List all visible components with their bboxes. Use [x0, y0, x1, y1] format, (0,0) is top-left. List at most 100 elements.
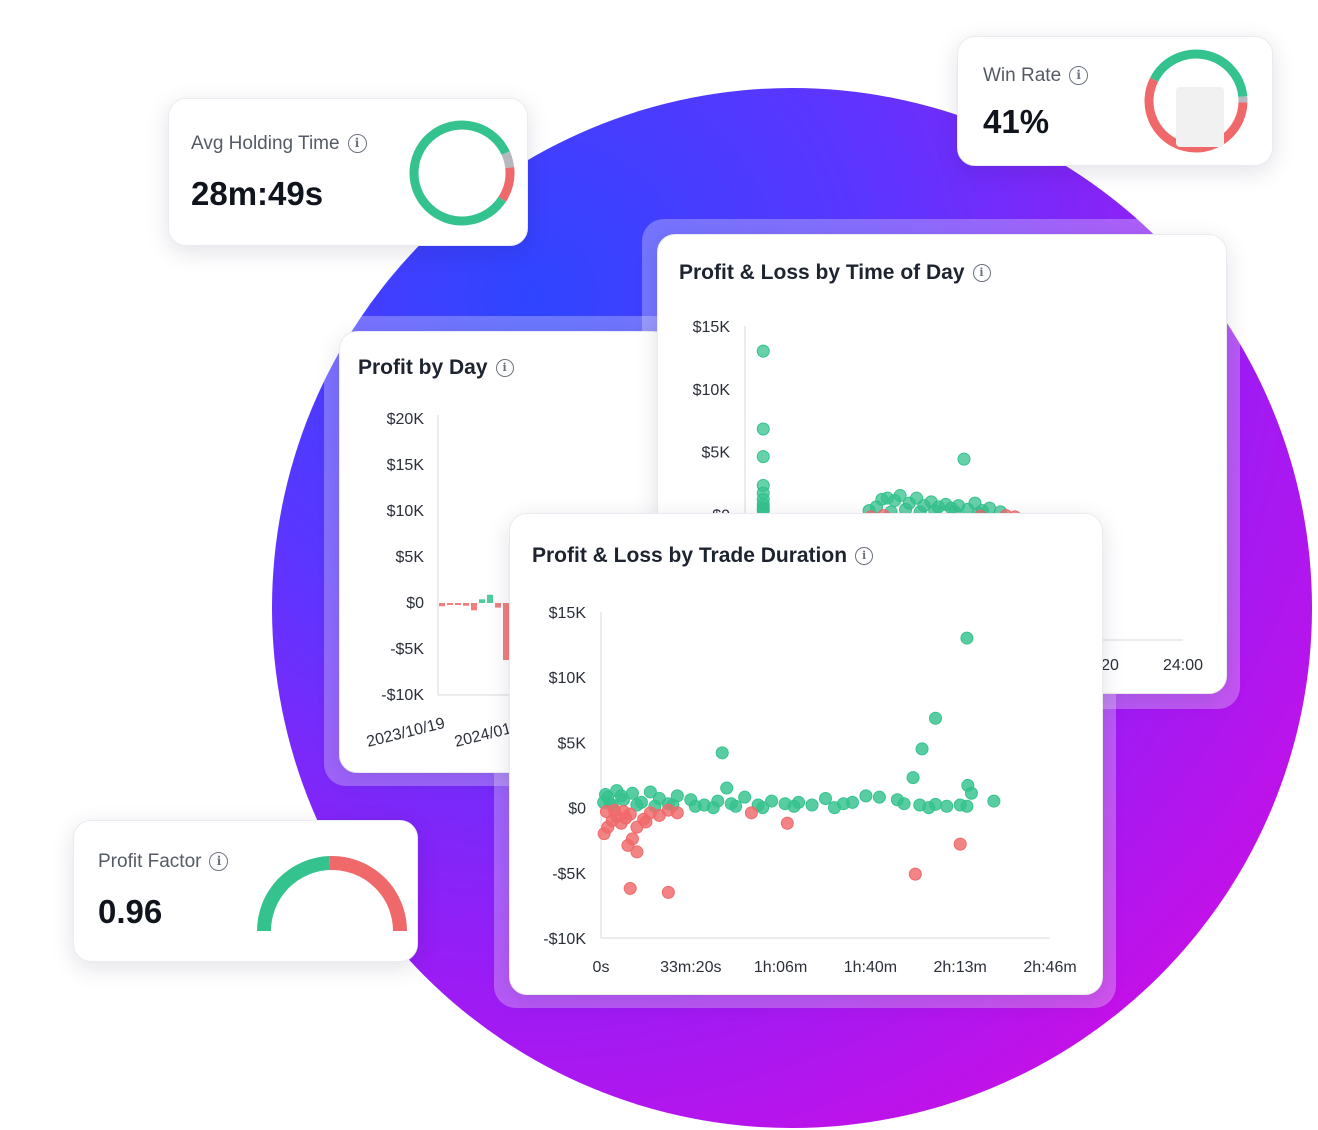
pnl-trade-duration-title-text: Profit & Loss by Trade Duration: [532, 544, 848, 567]
scatter-point: [869, 500, 883, 514]
scatter-point: [688, 799, 702, 813]
x-tick-label: 33m:20s: [660, 959, 721, 976]
scatter-point: [960, 799, 974, 813]
y-tick-label: $20K: [387, 411, 425, 428]
y-tick-label: $5K: [558, 735, 587, 752]
x-tick-label: 2023/10/19: [365, 715, 447, 751]
y-tick-label: $10K: [693, 382, 731, 399]
y-tick-label: $15K: [693, 319, 731, 336]
scatter-point: [940, 799, 954, 813]
avg-holding-time-card[interactable]: Avg Holding Time i 28m:49s: [168, 98, 528, 246]
y-tick-label: $15K: [387, 457, 425, 474]
avg-holding-time-donut: [409, 120, 515, 226]
profit-factor-gauge: [257, 856, 407, 932]
bar: [479, 599, 485, 603]
y-tick-label: -$5K: [552, 866, 586, 883]
scatter-point: [929, 711, 943, 725]
scatter-point: [765, 794, 779, 808]
y-tick-label: $10K: [549, 670, 587, 687]
avg-holding-time-label-text: Avg Holding Time: [191, 133, 340, 154]
scatter-point: [661, 885, 675, 899]
avg-holding-time-ring: [409, 120, 515, 226]
scatter-point: [906, 771, 920, 785]
scatter-point: [929, 797, 943, 811]
bar: [455, 603, 461, 605]
x-tick-label: 24:00: [1163, 657, 1203, 674]
donut-loss-segment: [498, 167, 515, 202]
scatter-point: [897, 797, 911, 811]
y-tick-label: $0: [406, 595, 424, 612]
scatter-point: [715, 746, 729, 760]
scatter-point: [756, 450, 770, 464]
win-rate-label-text: Win Rate: [983, 65, 1062, 86]
win-rate-card[interactable]: Win Rate i 41%: [957, 36, 1273, 166]
scatter-point: [960, 631, 974, 645]
info-icon[interactable]: i: [209, 852, 229, 872]
donut-win-segment: [409, 120, 510, 226]
y-tick-label: $5K: [702, 445, 731, 462]
scatter-point: [780, 816, 794, 830]
scatter-point: [805, 798, 819, 812]
profit-by-day-title: Profit by Day i: [358, 356, 514, 380]
scatter-point: [819, 791, 832, 805]
scatter-point: [964, 786, 978, 800]
scatter-point: [787, 799, 801, 813]
bar: [495, 603, 501, 608]
scatter-point: [738, 790, 752, 804]
scatter-point: [744, 806, 758, 820]
avg-holding-time-label: Avg Holding Time i: [191, 133, 367, 155]
profit-factor-label-text: Profit Factor: [98, 851, 202, 872]
scatter-point: [756, 422, 770, 436]
y-tick-label: -$5K: [390, 641, 424, 658]
gauge-profit-segment: [257, 856, 331, 932]
info-icon[interactable]: i: [1069, 66, 1089, 86]
info-icon[interactable]: i: [855, 547, 874, 566]
pnl-trade-duration-title: Profit & Loss by Trade Duration i: [532, 544, 874, 568]
donut-win-segment: [1150, 49, 1248, 98]
scatter-point: [720, 781, 734, 795]
info-icon[interactable]: i: [495, 359, 514, 378]
y-tick-label: -$10K: [543, 931, 586, 948]
info-icon[interactable]: i: [972, 264, 991, 283]
profit-factor-value: 0.96: [98, 893, 163, 930]
pnl-time-of-day-title: Profit & Loss by Time of Day i: [679, 261, 991, 285]
profit-factor-gauge-arc: [257, 856, 407, 932]
pnl-trade-duration-chart: $15K $10K $5K $0 -$5K -$10K 0s 33m:20s 1h:06m 1h:…: [543, 605, 1076, 976]
y-tick-label: $15K: [549, 605, 587, 622]
win-rate-donut: [1144, 49, 1248, 153]
scatter-point: [859, 789, 873, 803]
donut-neutral-segment: [501, 151, 515, 169]
bar: [447, 603, 453, 605]
scatter-point: [756, 344, 770, 358]
scatter-point: [915, 742, 929, 756]
scatter-point: [953, 837, 967, 851]
scatter-point: [623, 881, 637, 895]
x-tick-label: 1h:40m: [844, 959, 897, 976]
bar: [439, 603, 445, 607]
x-tick-label: 2h:13m: [934, 959, 987, 976]
bar: [487, 594, 493, 603]
profit-factor-card[interactable]: Profit Factor i 0.96: [73, 820, 418, 962]
scatter-point: [756, 801, 770, 815]
scatter-point: [643, 785, 657, 799]
y-tick-label: $10K: [387, 503, 425, 520]
pnl-trade-duration-card[interactable]: Profit & Loss by Trade Duration i $15K $10…: [509, 513, 1103, 995]
scatter-point: [827, 801, 841, 815]
scatter-point: [670, 806, 684, 820]
win-rate-placeholder-shape: [1176, 87, 1224, 147]
win-rate-ring: [1144, 49, 1248, 153]
pnl-time-of-day-title-text: Profit & Loss by Time of Day: [679, 261, 965, 284]
scatter-point: [908, 867, 922, 881]
scatter-point: [987, 794, 1001, 808]
scatter-point: [729, 799, 743, 813]
x-tick-label: 1h:06m: [754, 959, 807, 976]
info-icon[interactable]: i: [347, 134, 367, 154]
scatter-point: [625, 832, 639, 846]
scatter-point: [872, 790, 886, 804]
scatter-point: [614, 789, 628, 803]
bar: [463, 603, 469, 606]
scatter-point: [893, 489, 907, 503]
y-tick-label: -$10K: [381, 687, 424, 704]
gauge-loss-segment: [329, 856, 407, 932]
